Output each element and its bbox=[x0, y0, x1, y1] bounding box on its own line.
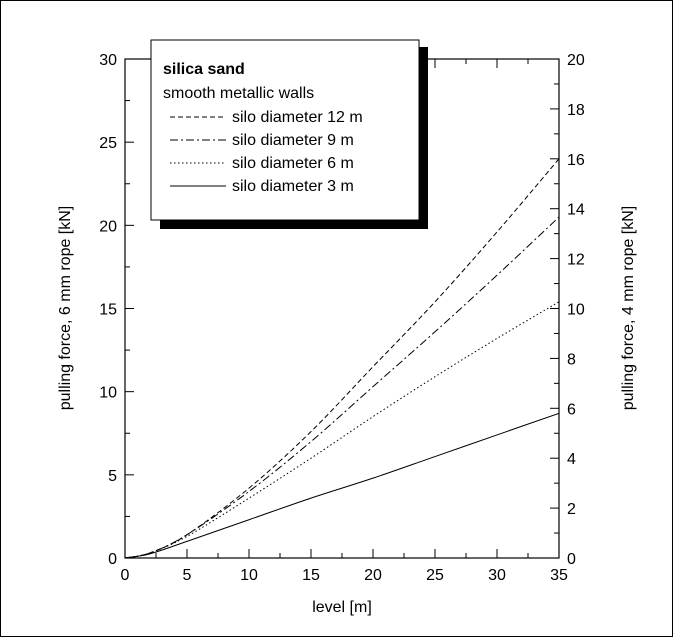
y-tick-label: 10 bbox=[99, 385, 117, 402]
legend-entry-label: silo diameter 9 m bbox=[232, 132, 354, 149]
y-tick-label: 0 bbox=[108, 551, 117, 568]
y-tick-label: 15 bbox=[99, 302, 117, 319]
x-tick-label: 25 bbox=[426, 567, 444, 584]
y2-tick-label: 16 bbox=[567, 152, 585, 169]
y2-tick-label: 12 bbox=[567, 252, 585, 269]
series-line-4 bbox=[125, 412, 559, 558]
y2-tick-label: 8 bbox=[567, 351, 576, 368]
series-line-3 bbox=[125, 301, 559, 558]
legend-entry-label: silo diameter 6 m bbox=[232, 155, 354, 172]
left-y-axis-ticks: 0 5 10 15 20 25 30 bbox=[99, 52, 134, 568]
right-y-axis-label: pulling force, 4 mm rope [kN] bbox=[620, 206, 637, 411]
x-tick-label: 0 bbox=[121, 567, 130, 584]
legend-entry-label: silo diameter 12 m bbox=[232, 109, 363, 126]
legend-entries: silo diameter 12 m silo diameter 9 m silo … bbox=[170, 109, 363, 195]
legend-box bbox=[150, 39, 420, 221]
y2-tick-label: 18 bbox=[567, 102, 585, 119]
left-y-axis-label: pulling force, 6 mm rope [kN] bbox=[57, 206, 74, 411]
y2-tick-label: 14 bbox=[567, 202, 585, 219]
y-tick-label: 5 bbox=[108, 468, 117, 485]
y2-tick-label: 10 bbox=[567, 302, 585, 319]
x-axis-ticks: 0 5 10 15 20 25 30 35 bbox=[121, 59, 568, 584]
legend-subtitle: smooth metallic walls bbox=[163, 85, 314, 102]
y2-tick-label: 20 bbox=[567, 52, 585, 69]
y2-tick-label: 2 bbox=[567, 501, 576, 518]
x-tick-label: 15 bbox=[302, 567, 320, 584]
legend: silica sand smooth metallic walls silo d… bbox=[150, 39, 428, 229]
y-tick-label: 30 bbox=[99, 52, 117, 69]
x-axis-label: level [m] bbox=[312, 599, 372, 616]
x-tick-label: 20 bbox=[364, 567, 382, 584]
y-tick-label: 20 bbox=[99, 218, 117, 235]
x-tick-label: 30 bbox=[488, 567, 506, 584]
legend-title: silica sand bbox=[163, 61, 245, 78]
x-tick-label: 5 bbox=[183, 567, 192, 584]
series-lines bbox=[125, 158, 559, 558]
y2-tick-label: 6 bbox=[567, 401, 576, 418]
y-tick-label: 25 bbox=[99, 135, 117, 152]
x-tick-label: 35 bbox=[550, 567, 568, 584]
legend-entry-label: silo diameter 3 m bbox=[232, 178, 354, 195]
right-y-axis-ticks: 0 2 4 6 8 10 12 14 16 18 20 bbox=[550, 52, 585, 568]
x-tick-label: 10 bbox=[240, 567, 258, 584]
series-line-2 bbox=[125, 216, 559, 558]
y2-tick-label: 4 bbox=[567, 451, 576, 468]
y2-tick-label: 0 bbox=[567, 551, 576, 568]
